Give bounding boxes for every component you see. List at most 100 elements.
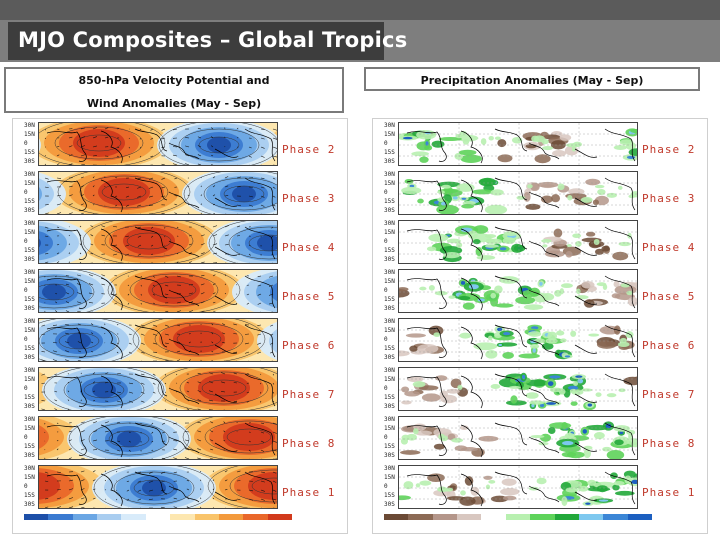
- velocity-potential-field: [39, 417, 277, 459]
- latitude-tick: 15N: [24, 376, 35, 383]
- scale-swatch: [145, 514, 171, 520]
- precipitation-map: [398, 465, 638, 509]
- scale-swatch: [170, 514, 195, 520]
- latitude-tick: 0: [24, 336, 28, 343]
- phase-label: Phase 7: [282, 388, 336, 401]
- latitude-tick: 15S: [24, 247, 35, 254]
- left-panel-header: 850-hPa Velocity Potential and Wind Anom…: [4, 67, 344, 113]
- latitude-tick: 15N: [384, 131, 395, 138]
- latitude-tick: 0: [384, 287, 388, 294]
- latitude-tick: 15S: [24, 198, 35, 205]
- latitude-tick: 15N: [24, 425, 35, 432]
- latitude-axis: 30N 15N 0 15S 30S: [384, 319, 398, 364]
- scale-swatch: [243, 514, 268, 520]
- scale-swatch: [408, 514, 433, 520]
- latitude-tick: 15N: [384, 376, 395, 383]
- latitude-axis: 30N 15N 0 15S 30S: [24, 319, 38, 364]
- velocity-potential-colorbar: [24, 514, 292, 520]
- latitude-tick: 15S: [24, 296, 35, 303]
- latitude-tick: 30N: [384, 220, 395, 227]
- precipitation-map: [398, 220, 638, 264]
- phase-label: Phase 2: [642, 143, 696, 156]
- precipitation-field: [399, 270, 637, 312]
- latitude-axis: 30N 15N 0 15S 30S: [384, 123, 398, 168]
- scale-swatch: [530, 514, 555, 520]
- latitude-axis: 30N 15N 0 15S 30S: [24, 270, 38, 315]
- velocity-potential-map: [38, 122, 278, 166]
- latitude-tick: 30N: [24, 367, 35, 374]
- scale-swatch: [432, 514, 458, 520]
- latitude-tick: 30N: [384, 269, 395, 276]
- latitude-axis: 30N 15N 0 15S 30S: [384, 417, 398, 462]
- latitude-tick: 30S: [24, 403, 35, 410]
- scale-swatch: [267, 514, 292, 520]
- title-box: [8, 22, 384, 60]
- scale-swatch: [48, 514, 73, 520]
- velocity-potential-field: [39, 123, 277, 165]
- velocity-potential-map: [38, 318, 278, 362]
- scale-swatch: [457, 514, 482, 520]
- velocity-potential-map: [38, 220, 278, 264]
- phase-label: Phase 1: [282, 486, 336, 499]
- velocity-potential-map: [38, 465, 278, 509]
- latitude-tick: 15N: [384, 229, 395, 236]
- latitude-tick: 0: [24, 434, 28, 441]
- velocity-potential-map: [38, 171, 278, 215]
- latitude-tick: 30S: [24, 207, 35, 214]
- latitude-tick: 0: [384, 434, 388, 441]
- precipitation-colorbar: [384, 514, 652, 520]
- latitude-tick: 15N: [384, 278, 395, 285]
- latitude-axis: 30N 15N 0 15S 30S: [24, 123, 38, 168]
- latitude-tick: 15S: [24, 492, 35, 499]
- latitude-tick: 30N: [24, 269, 35, 276]
- latitude-tick: 15S: [384, 492, 395, 499]
- latitude-tick: 15N: [384, 425, 395, 432]
- scale-swatch: [603, 514, 628, 520]
- phase-label: Phase 6: [642, 339, 696, 352]
- latitude-axis: 30N 15N 0 15S 30S: [384, 368, 398, 413]
- latitude-tick: 15S: [384, 198, 395, 205]
- latitude-tick: 30S: [24, 256, 35, 263]
- precipitation-map: [398, 318, 638, 362]
- phase-label: Phase 7: [642, 388, 696, 401]
- scale-swatch: [24, 514, 49, 520]
- latitude-tick: 30S: [384, 354, 395, 361]
- latitude-tick: 30S: [384, 256, 395, 263]
- latitude-tick: 30N: [24, 318, 35, 325]
- scale-swatch: [554, 514, 579, 520]
- velocity-potential-field: [39, 368, 277, 410]
- latitude-tick: 30N: [24, 171, 35, 178]
- precipitation-field: [399, 466, 637, 508]
- phase-label: Phase 6: [282, 339, 336, 352]
- latitude-tick: 15N: [24, 131, 35, 138]
- latitude-tick: 30N: [24, 220, 35, 227]
- latitude-tick: 0: [24, 140, 28, 147]
- latitude-tick: 15S: [24, 345, 35, 352]
- latitude-tick: 30N: [384, 318, 395, 325]
- latitude-tick: 15N: [24, 278, 35, 285]
- latitude-axis: 30N 15N 0 15S 30S: [24, 172, 38, 217]
- latitude-tick: 30S: [24, 501, 35, 508]
- latitude-tick: 15N: [24, 474, 35, 481]
- scale-swatch: [481, 514, 506, 520]
- velocity-potential-field: [39, 319, 277, 361]
- latitude-tick: 15S: [384, 247, 395, 254]
- phase-label: Phase 4: [282, 241, 336, 254]
- precipitation-field: [399, 319, 637, 361]
- latitude-tick: 15S: [384, 345, 395, 352]
- velocity-potential-map: [38, 367, 278, 411]
- latitude-axis: 30N 15N 0 15S 30S: [384, 466, 398, 511]
- scale-swatch: [627, 514, 652, 520]
- latitude-tick: 0: [384, 140, 388, 147]
- latitude-tick: 30N: [24, 465, 35, 472]
- right-panel-header: Precipitation Anomalies (May - Sep): [364, 67, 700, 91]
- latitude-axis: 30N 15N 0 15S 30S: [384, 270, 398, 315]
- latitude-tick: 15S: [384, 149, 395, 156]
- latitude-tick: 30N: [384, 122, 395, 129]
- velocity-potential-field: [39, 172, 277, 214]
- scale-swatch: [384, 514, 409, 520]
- latitude-tick: 0: [384, 189, 388, 196]
- slide-title: MJO Composites – Global Tropics: [18, 28, 408, 52]
- latitude-tick: 0: [384, 385, 388, 392]
- velocity-potential-map: [38, 416, 278, 460]
